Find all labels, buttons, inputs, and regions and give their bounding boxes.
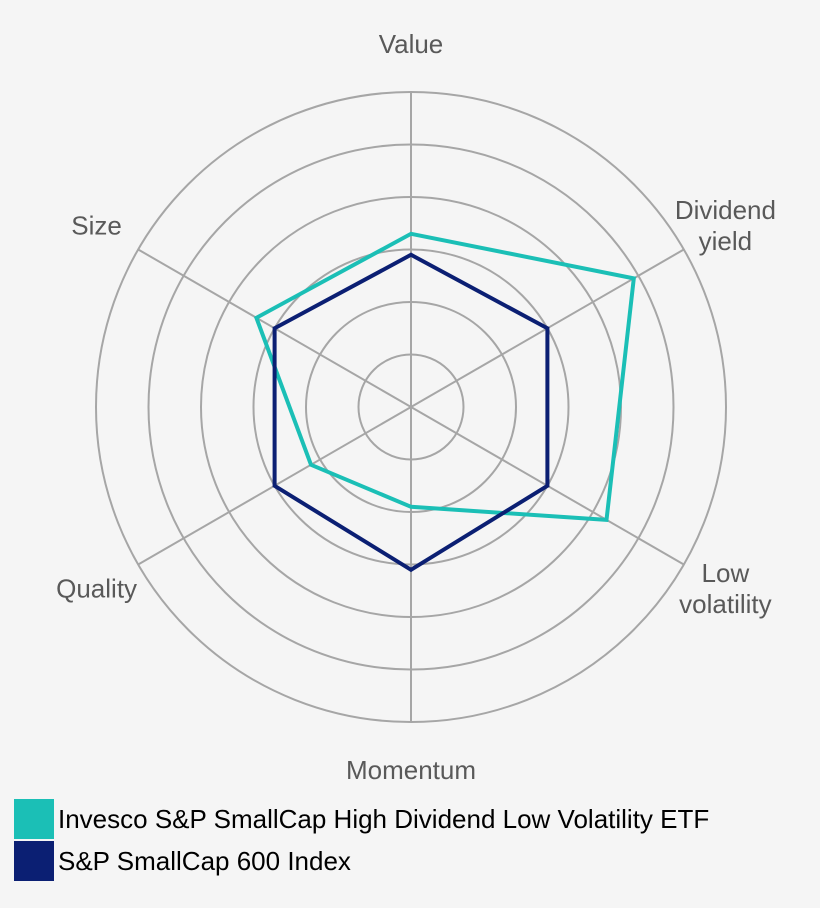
axis-label-momentum: Momentum bbox=[346, 755, 476, 785]
axis-label-dividend-yield: Dividend yield bbox=[675, 195, 776, 256]
legend-swatch-etf bbox=[14, 799, 54, 839]
axis-label-low-volatility: Low volatility bbox=[679, 558, 771, 619]
radar-chart: Value Dividend yield Low volatility Momentum Q… bbox=[56, 29, 776, 785]
legend-item-etf: Invesco S&P SmallCap High Dividend Low V… bbox=[14, 798, 709, 840]
series-line-index bbox=[272, 252, 550, 573]
axis-label-size: Size bbox=[71, 211, 122, 241]
legend: Invesco S&P SmallCap High Dividend Low V… bbox=[14, 798, 709, 882]
legend-label-etf: Invesco S&P SmallCap High Dividend Low V… bbox=[58, 803, 710, 834]
axis-label-value: Value bbox=[379, 29, 444, 59]
radar-svg: Value Dividend yield Low volatility Momentum Q… bbox=[56, 29, 776, 785]
axis-label-quality: Quality bbox=[56, 574, 137, 604]
legend-swatch-index bbox=[14, 841, 54, 881]
legend-label-index: S&P SmallCap 600 Index bbox=[58, 845, 351, 876]
legend-item-index: S&P SmallCap 600 Index bbox=[14, 840, 709, 882]
series-line-etf bbox=[253, 231, 636, 523]
